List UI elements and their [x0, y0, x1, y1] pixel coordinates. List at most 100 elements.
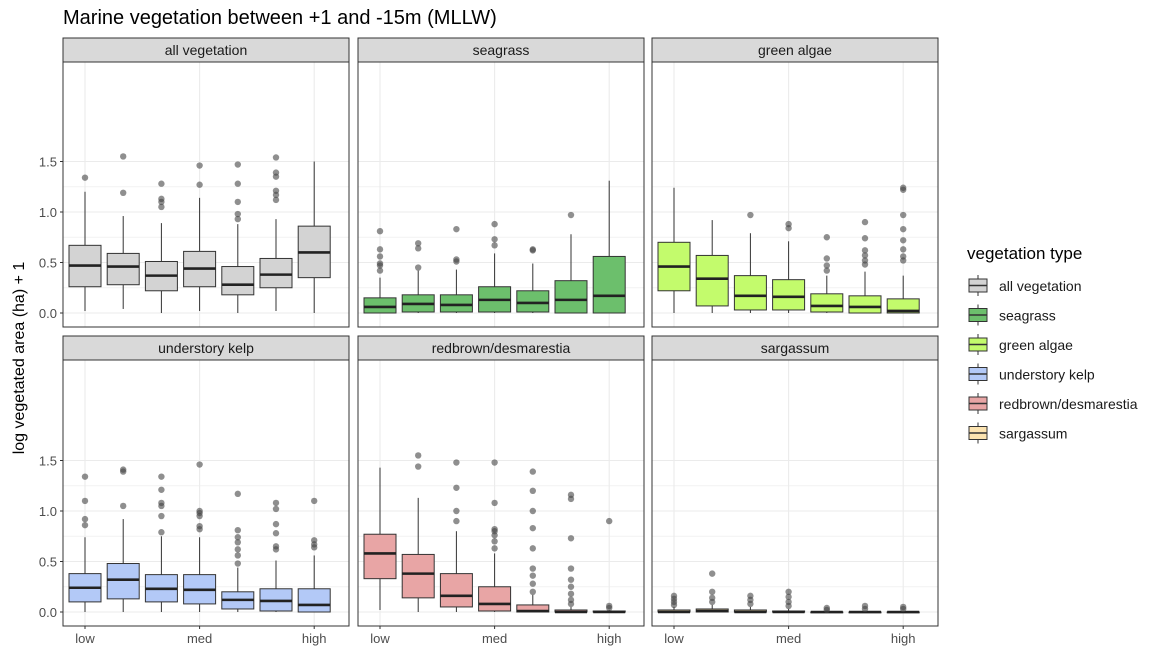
box-body — [516, 290, 550, 313]
box — [106, 153, 140, 309]
outlier-point — [196, 162, 203, 169]
box-body — [554, 280, 588, 314]
x-tick-label: med — [187, 631, 212, 646]
outlier-point — [234, 490, 241, 498]
outlier-point — [900, 253, 907, 260]
outlier-point — [861, 252, 869, 259]
y-axis-label: log vegetated area (ha) + 1 — [11, 262, 28, 455]
outlier-point — [234, 198, 241, 206]
outlier-point — [272, 196, 280, 204]
outlier-point — [376, 227, 384, 235]
outlier-point — [272, 530, 280, 537]
x-tick-label: high — [302, 631, 327, 646]
outlier-point — [861, 602, 869, 610]
outlier-point — [81, 473, 89, 480]
box — [144, 180, 178, 313]
box-body — [259, 257, 293, 289]
legend-label: seagrass — [999, 308, 1056, 324]
y-tick-label: 0.5 — [39, 555, 57, 570]
y-tick-label: 1.5 — [39, 454, 57, 469]
box — [592, 517, 626, 614]
outlier-point — [861, 235, 869, 242]
legend-label: redbrown/desmarestia — [999, 396, 1138, 412]
outlier-point — [823, 255, 830, 262]
outlier-point — [415, 245, 422, 252]
outlier-point — [567, 576, 575, 583]
outlier-point — [120, 466, 127, 473]
outlier-point — [120, 189, 127, 197]
box — [886, 603, 920, 614]
box-body — [478, 586, 512, 612]
box — [363, 467, 397, 610]
outlier-point — [196, 461, 203, 468]
outlier-point — [272, 505, 280, 513]
box — [810, 604, 844, 614]
box — [183, 162, 217, 311]
outlier-point — [529, 524, 536, 532]
outlier-point — [234, 210, 241, 218]
legend-label: green algae — [999, 337, 1073, 353]
box — [657, 592, 691, 614]
outlier-point — [158, 512, 165, 520]
x-tick-label: high — [891, 631, 916, 646]
outlier-point — [785, 598, 792, 606]
box — [810, 234, 844, 313]
facet-strip — [357, 335, 645, 361]
outlier-point — [529, 545, 536, 552]
box — [297, 161, 331, 313]
box — [695, 220, 729, 313]
y-tick-label: 1.5 — [39, 155, 57, 170]
outlier-point — [785, 588, 792, 595]
outlier-point — [158, 180, 165, 187]
outlier-point — [606, 517, 613, 525]
outlier-point — [823, 234, 830, 241]
panel-border — [62, 61, 350, 328]
legend-entry: sargassum — [968, 422, 1067, 444]
outlier-point — [158, 529, 165, 536]
box — [848, 602, 882, 614]
outlier-point — [376, 260, 384, 267]
outlier-point — [491, 236, 498, 243]
outlier-point — [491, 220, 498, 228]
outlier-point — [823, 604, 830, 612]
outlier-point — [234, 552, 241, 559]
outlier-point — [529, 580, 536, 587]
outlier-point — [81, 497, 89, 505]
box — [401, 240, 435, 313]
outlier-point — [234, 161, 241, 168]
outlier-point — [747, 211, 754, 219]
outlier-point — [234, 560, 241, 567]
outlier-point — [785, 220, 792, 228]
outlier-point — [234, 534, 241, 541]
legend-title: vegetation type — [967, 244, 1082, 263]
outlier-point — [491, 499, 498, 507]
box — [733, 211, 767, 313]
legend-entry: understory kelp — [968, 363, 1095, 385]
outlier-point — [415, 264, 422, 271]
outlier-point — [529, 487, 536, 494]
outlier-point — [453, 507, 460, 515]
outlier-point — [453, 459, 460, 466]
outlier-point — [670, 592, 678, 600]
outlier-point — [453, 256, 460, 263]
outlier-point — [567, 596, 575, 604]
outlier-point — [196, 181, 203, 188]
legend-entry: seagrass — [968, 304, 1056, 326]
box — [144, 473, 178, 612]
box — [886, 184, 920, 314]
facet-strip-label: all vegetation — [165, 42, 248, 58]
y-tick-label: 0.0 — [39, 605, 57, 620]
box — [106, 466, 140, 612]
outlier-point — [196, 522, 203, 530]
outlier-point — [709, 570, 716, 577]
outlier-point — [234, 180, 241, 187]
outlier-point — [415, 452, 422, 459]
x-tick-label: low — [75, 631, 95, 646]
outlier-point — [234, 526, 241, 534]
outlier-point — [415, 240, 422, 247]
outlier-point — [272, 499, 280, 507]
outlier-point — [567, 590, 575, 598]
box — [297, 497, 331, 613]
y-tick-label: 1.0 — [39, 205, 57, 220]
outlier-point — [453, 517, 460, 525]
